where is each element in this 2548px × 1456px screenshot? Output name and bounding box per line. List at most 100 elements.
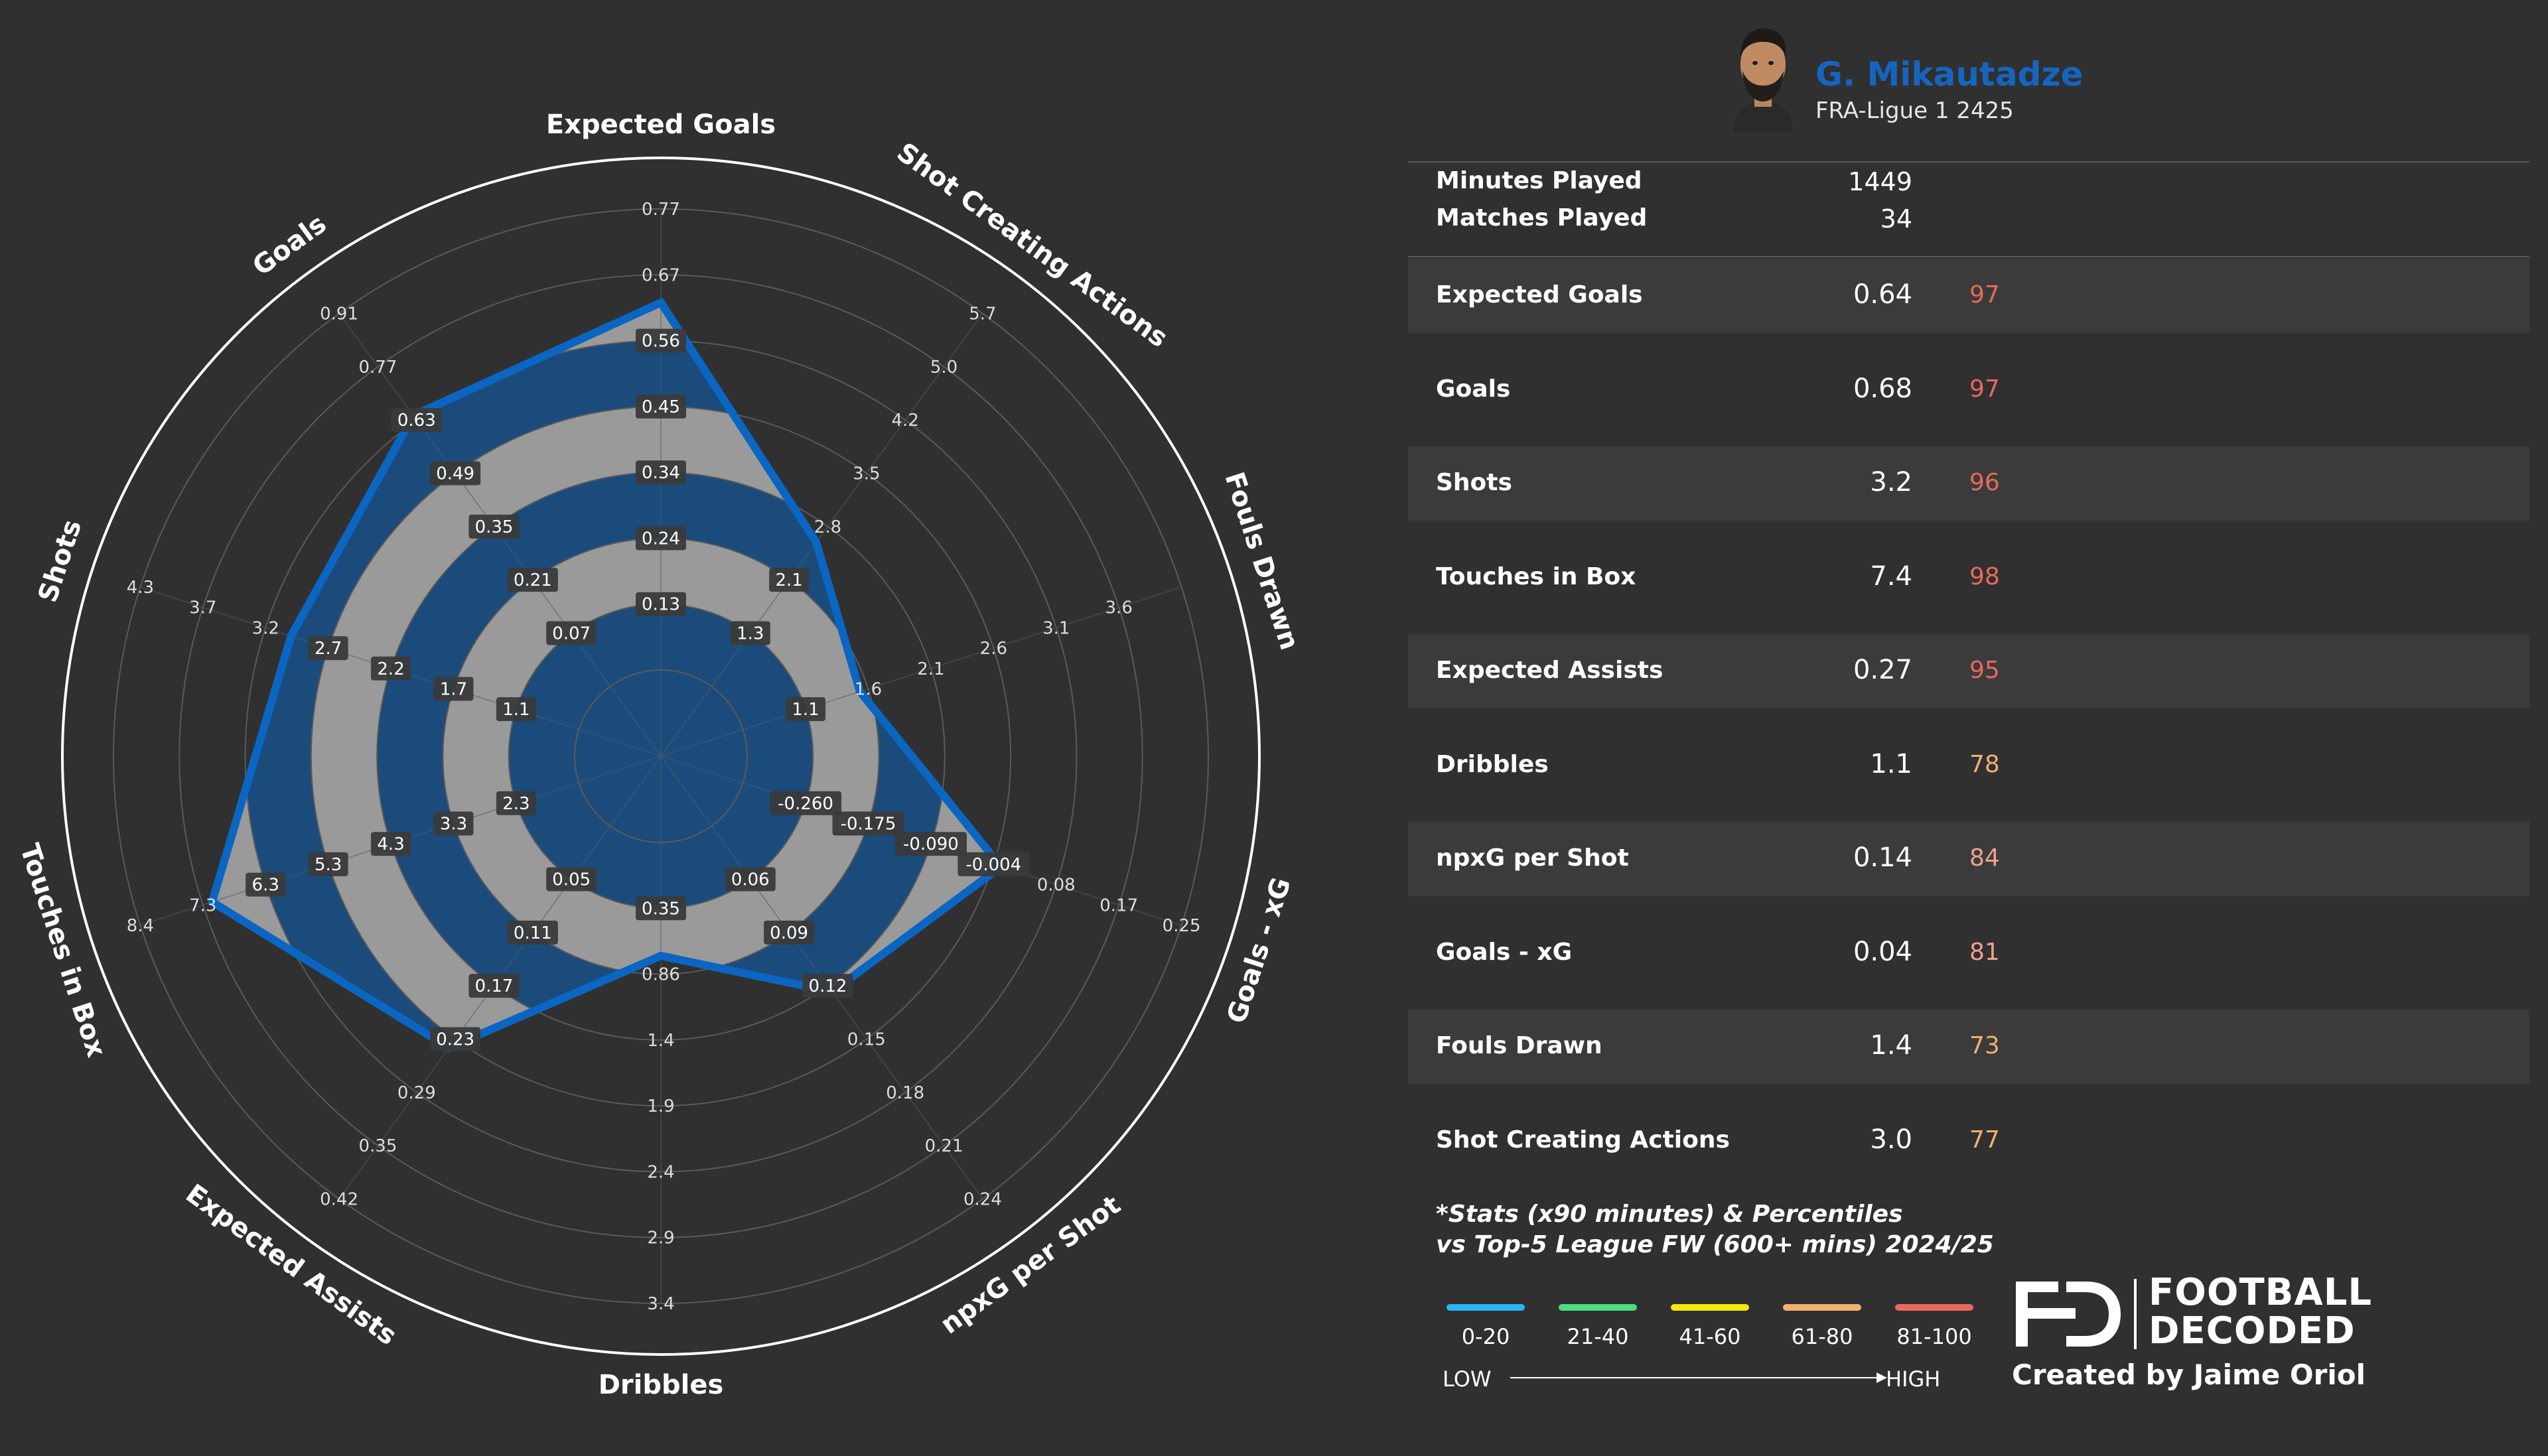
stat-label: Goals - xG bbox=[1436, 938, 1573, 966]
radar-tick: 0.35 bbox=[636, 896, 686, 921]
stat-row: Expected Goals 0.64 97 bbox=[1408, 259, 2529, 333]
legend-item: 41-60 bbox=[1660, 1300, 1760, 1349]
minutes-value: 1449 bbox=[1848, 167, 1912, 196]
radar-tick: 0.63 bbox=[391, 408, 442, 432]
tick-label: 1.1 bbox=[502, 700, 530, 720]
legend-arrow bbox=[1510, 1377, 1882, 1378]
stat-row: Shot Creating Actions 3.0 77 bbox=[1408, 1104, 2529, 1178]
legend-swatch bbox=[1671, 1304, 1749, 1311]
tick-label: 8.4 bbox=[127, 916, 154, 936]
tick-box bbox=[957, 852, 1030, 876]
brand-line-2: DECODED bbox=[2149, 1309, 2356, 1353]
tick-box bbox=[433, 677, 474, 701]
tick-box bbox=[496, 697, 536, 722]
radar-outer-circle bbox=[61, 157, 1261, 1356]
tick-label: 5.7 bbox=[969, 304, 996, 324]
tick-label: -0.004 bbox=[965, 855, 1021, 875]
legend-item: 81-100 bbox=[1884, 1300, 1984, 1349]
radar-tick: 2.7 bbox=[308, 636, 348, 661]
tick-label: 0.17 bbox=[1099, 895, 1138, 915]
radar-spoke bbox=[660, 313, 983, 757]
legend-swatch bbox=[1895, 1304, 1973, 1311]
tick-label: 3.7 bbox=[189, 598, 216, 618]
stat-percentile: 77 bbox=[1969, 1126, 2000, 1154]
tick-label: 2.1 bbox=[917, 659, 944, 679]
radar-tick: 3.2 bbox=[252, 618, 279, 638]
radar-tick: -0.260 bbox=[770, 791, 842, 815]
radar-tick: 0.21 bbox=[925, 1136, 963, 1156]
radar-category-label: Shots bbox=[33, 516, 88, 606]
radar-tick: 0.35 bbox=[468, 514, 520, 539]
stat-row: Goals - xG 0.04 81 bbox=[1408, 916, 2529, 990]
tick-label: 3.6 bbox=[1105, 598, 1133, 618]
radar-category-label: Goals bbox=[247, 209, 332, 283]
tick-label: 0.77 bbox=[642, 200, 680, 220]
radar-tick: 0.86 bbox=[642, 965, 680, 985]
tick-label: 0.13 bbox=[642, 595, 680, 615]
radar-tick: 1.4 bbox=[647, 1031, 674, 1051]
legend-range: 81-100 bbox=[1896, 1324, 1972, 1349]
radar-tick: 0.77 bbox=[358, 358, 397, 377]
tick-box bbox=[832, 811, 904, 836]
stat-value: 3.2 bbox=[1870, 467, 1912, 497]
tick-label: 3.4 bbox=[647, 1294, 674, 1314]
tick-box bbox=[730, 621, 770, 645]
meta-divider bbox=[1408, 256, 2529, 257]
stat-value: 0.14 bbox=[1853, 842, 1912, 873]
radar-tick: 0.17 bbox=[1099, 895, 1138, 915]
stat-label: Touches in Box bbox=[1436, 563, 1636, 590]
tick-label: 1.1 bbox=[792, 700, 819, 720]
stat-percentile: 95 bbox=[1969, 657, 2000, 684]
radar-category-label: Touches in Box bbox=[14, 840, 111, 1061]
tick-label: 0.49 bbox=[436, 464, 474, 484]
stat-percentile: 84 bbox=[1969, 844, 2000, 872]
tick-box bbox=[371, 832, 411, 856]
tick-label: 2.8 bbox=[814, 517, 841, 537]
tick-box bbox=[430, 1027, 481, 1051]
radar-polygon-layer bbox=[207, 297, 1007, 1053]
radar-chart: 0.13 0.24 0.34 0.45 0.56 0.67 0.77 1.3 2.1 2.8 3.5… bbox=[14, 109, 1305, 1400]
radar-tick: 1.3 bbox=[730, 621, 770, 645]
stat-row: Fouls Drawn 1.4 73 bbox=[1408, 1010, 2529, 1084]
tick-label: 0.24 bbox=[642, 529, 680, 549]
radar-tick: 0.29 bbox=[397, 1083, 436, 1103]
radar-tick: 0.07 bbox=[546, 621, 597, 645]
tick-label: 0.09 bbox=[770, 923, 808, 943]
radar-tick: 0.12 bbox=[802, 974, 853, 998]
radar-tick: 0.45 bbox=[636, 394, 686, 419]
tick-label: 0.29 bbox=[397, 1083, 436, 1103]
legend-high: HIGH bbox=[1886, 1366, 1941, 1392]
radar-tick: 6.3 bbox=[246, 872, 286, 897]
tick-label: 0.15 bbox=[847, 1029, 886, 1049]
stat-percentile: 78 bbox=[1969, 750, 2000, 778]
tick-box bbox=[391, 408, 442, 432]
brand-credit: Created by Jaime Oriol bbox=[2012, 1358, 2366, 1391]
tick-label: 0.34 bbox=[642, 463, 680, 483]
radar-tick: 2.9 bbox=[647, 1228, 674, 1248]
legend-item: 61-80 bbox=[1772, 1300, 1872, 1349]
tick-box bbox=[786, 697, 826, 722]
tick-label: 0.11 bbox=[514, 923, 552, 943]
radar-tick: 1.1 bbox=[496, 697, 536, 722]
tick-label: 2.1 bbox=[775, 570, 802, 590]
radar-tick: 4.3 bbox=[127, 578, 154, 598]
radar-tick: 0.25 bbox=[1163, 916, 1201, 936]
tick-box bbox=[507, 568, 558, 592]
tick-label: 0.35 bbox=[475, 517, 514, 537]
tick-label: 0.86 bbox=[642, 965, 680, 985]
tick-box bbox=[636, 394, 686, 419]
tick-label: 2.9 bbox=[647, 1228, 674, 1248]
tick-box bbox=[770, 791, 842, 815]
tick-label: -0.090 bbox=[903, 834, 959, 854]
radar-tick: 5.7 bbox=[969, 304, 996, 324]
footnote-line-2: vs Top-5 League FW (600+ mins) 2024/25 bbox=[1436, 1231, 1994, 1258]
legend-item: 21-40 bbox=[1548, 1300, 1648, 1349]
tick-label: 3.3 bbox=[440, 815, 467, 834]
header-divider bbox=[1408, 161, 2529, 163]
tick-label: 3.5 bbox=[853, 464, 880, 484]
stat-row: Touches in Box 7.4 98 bbox=[1408, 541, 2529, 615]
stat-row: Dribbles 1.1 78 bbox=[1408, 728, 2529, 803]
radar-tick: 0.35 bbox=[358, 1136, 397, 1156]
tick-label: 0.35 bbox=[358, 1136, 397, 1156]
tick-label: 0.45 bbox=[642, 397, 680, 417]
